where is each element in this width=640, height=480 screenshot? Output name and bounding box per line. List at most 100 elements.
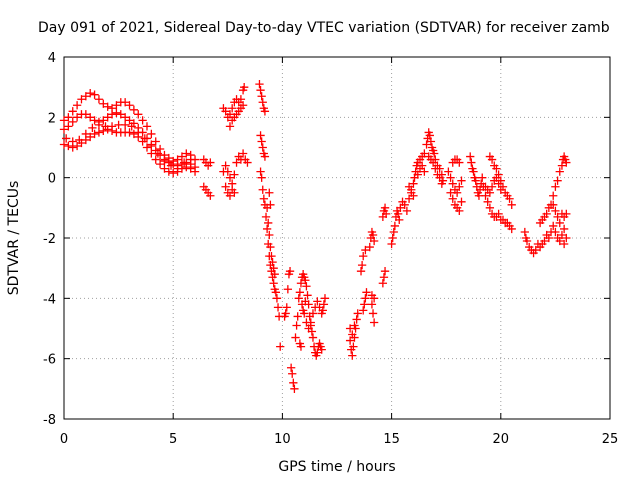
y-axis-label: SDTVAR / TECUs — [6, 181, 22, 296]
data-point-marker — [522, 236, 532, 246]
data-point-marker — [448, 194, 457, 203]
data-point-marker — [485, 188, 495, 197]
data-point-marker — [426, 137, 436, 146]
series-arc-4 — [62, 120, 195, 173]
data-point-marker — [455, 182, 464, 191]
data-point-marker — [230, 188, 239, 197]
data-point-marker — [472, 182, 481, 191]
data-point-marker — [160, 164, 169, 173]
data-point-marker — [318, 306, 327, 315]
data-point-marker — [367, 227, 377, 237]
data-point-marker — [471, 176, 480, 185]
data-point-marker — [292, 321, 301, 330]
data-point-marker — [555, 218, 564, 228]
data-point-marker — [369, 236, 379, 246]
data-point-marker — [494, 179, 503, 188]
data-point-marker — [420, 167, 429, 176]
data-point-marker — [103, 113, 112, 122]
data-point-marker — [485, 203, 495, 212]
data-point-marker — [549, 200, 558, 209]
data-point-marker — [296, 342, 306, 351]
data-point-marker — [320, 294, 330, 303]
series-cluster-21h-23h — [520, 152, 571, 258]
data-point-marker — [359, 251, 368, 261]
data-point-marker — [280, 312, 289, 321]
data-point-marker — [255, 80, 264, 89]
x-axis-label: GPS time / hours — [278, 459, 395, 475]
data-point-marker — [86, 89, 95, 98]
data-point-marker — [428, 146, 438, 155]
data-point-marker — [225, 173, 235, 182]
data-point-marker — [380, 203, 390, 212]
data-point-marker — [221, 107, 230, 116]
data-point-marker — [345, 324, 355, 333]
data-point-marker — [166, 161, 176, 170]
data-point-marker — [312, 351, 321, 360]
data-point-marker — [270, 270, 279, 279]
data-point-marker — [206, 158, 215, 167]
data-point-marker — [474, 191, 484, 200]
data-point-marker — [240, 83, 249, 92]
data-point-marker — [301, 297, 310, 306]
data-point-marker — [257, 137, 266, 146]
data-point-marker — [94, 128, 104, 137]
data-point-marker — [112, 101, 121, 110]
data-point-marker — [295, 339, 305, 348]
data-point-marker — [505, 194, 514, 203]
data-point-marker — [64, 113, 73, 122]
data-point-marker — [359, 306, 368, 315]
data-point-marker — [353, 309, 362, 318]
data-point-marker — [551, 206, 560, 215]
data-point-marker — [238, 149, 248, 158]
data-point-marker — [507, 224, 516, 234]
data-point-marker — [62, 134, 71, 143]
data-point-marker — [90, 116, 99, 125]
data-point-marker — [257, 92, 266, 101]
data-point-marker — [232, 158, 241, 167]
data-point-marker — [365, 242, 374, 252]
data-point-marker — [258, 143, 267, 152]
data-point-marker — [266, 200, 275, 209]
data-point-marker — [230, 170, 239, 179]
data-point-marker — [455, 158, 464, 167]
data-point-marker — [483, 197, 492, 206]
data-point-marker — [302, 282, 311, 291]
data-point-marker — [257, 173, 266, 182]
data-point-marker — [291, 333, 300, 342]
data-point-marker — [103, 102, 112, 111]
data-point-marker — [121, 98, 130, 107]
data-point-marker — [75, 135, 84, 145]
data-point-marker — [308, 309, 318, 318]
data-point-marker — [307, 327, 317, 336]
data-point-marker — [356, 267, 366, 276]
data-point-marker — [261, 212, 271, 222]
data-point-marker — [294, 294, 303, 303]
data-point-marker — [265, 230, 274, 240]
data-point-marker — [542, 209, 551, 219]
data-point-marker — [315, 303, 324, 312]
data-point-marker — [470, 173, 479, 182]
data-point-marker — [362, 288, 371, 297]
data-point-marker — [285, 267, 295, 276]
data-point-marker — [72, 101, 82, 110]
data-point-marker — [68, 137, 77, 146]
data-point-marker — [223, 167, 232, 176]
data-point-marker — [298, 306, 308, 315]
data-point-marker — [276, 342, 285, 351]
data-point-marker — [238, 101, 248, 110]
data-point-marker — [559, 152, 569, 161]
data-point-marker — [380, 267, 390, 276]
data-point-marker — [59, 116, 69, 125]
data-point-marker — [378, 212, 388, 222]
x-tick-label: 10 — [274, 432, 291, 447]
x-tick-label: 5 — [169, 432, 177, 447]
data-point-marker — [540, 236, 549, 246]
data-point-marker — [153, 149, 163, 158]
data-point-marker — [368, 309, 378, 318]
data-point-marker — [300, 273, 309, 282]
x-tick-label: 25 — [602, 432, 619, 447]
data-point-marker — [296, 279, 306, 288]
data-point-marker — [225, 110, 235, 119]
data-point-marker — [286, 363, 296, 372]
data-point-marker — [367, 300, 377, 309]
